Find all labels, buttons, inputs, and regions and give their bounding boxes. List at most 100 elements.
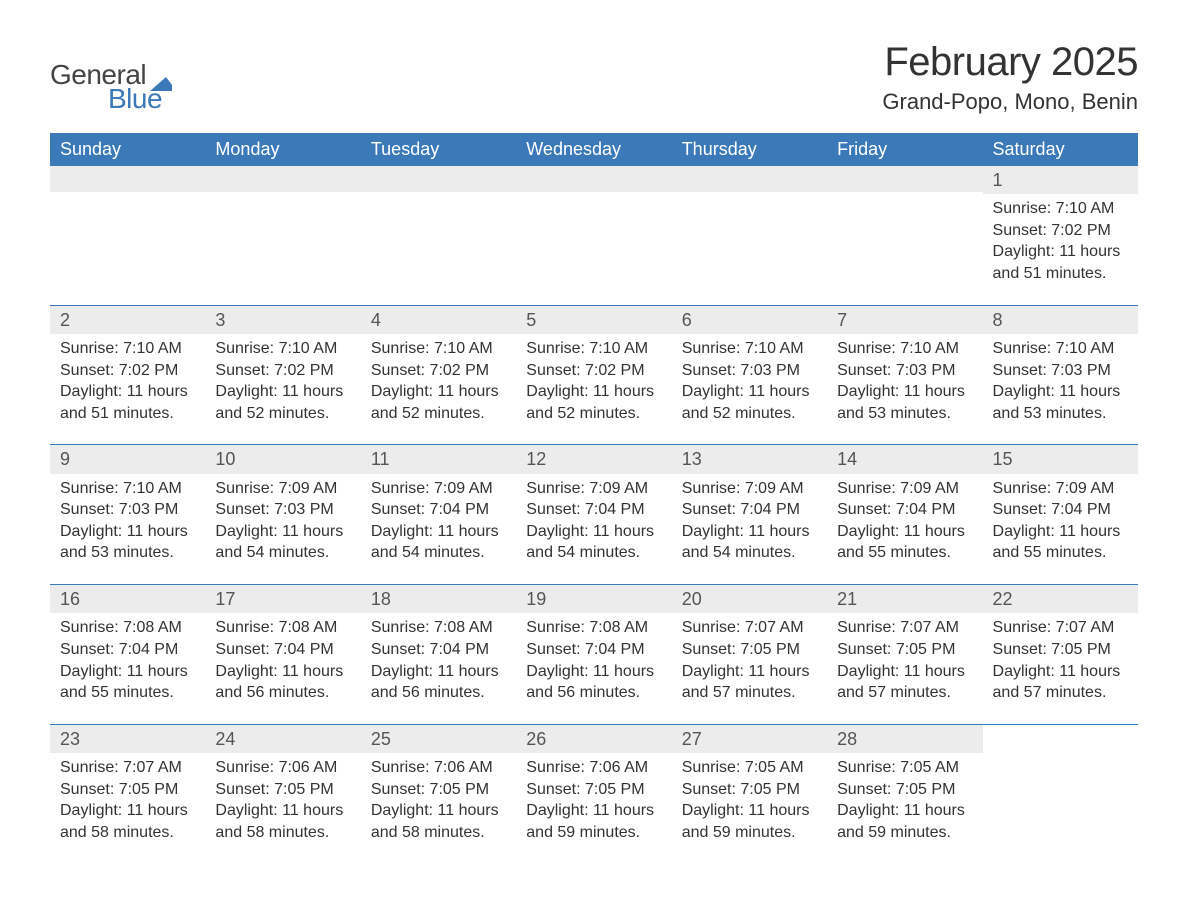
daylight-line: and 58 minutes. bbox=[371, 822, 506, 844]
sunset-line: Sunset: 7:05 PM bbox=[682, 779, 817, 801]
daylight-line: and 52 minutes. bbox=[682, 403, 817, 425]
sunrise-line: Sunrise: 7:08 AM bbox=[526, 617, 661, 639]
sunset-line: Sunset: 7:03 PM bbox=[682, 360, 817, 382]
sunset-line: Sunset: 7:04 PM bbox=[371, 499, 506, 521]
sunrise-line: Sunrise: 7:06 AM bbox=[526, 757, 661, 779]
sunset-line: Sunset: 7:04 PM bbox=[215, 639, 350, 661]
sunrise-line: Sunrise: 7:08 AM bbox=[371, 617, 506, 639]
day-number: 9 bbox=[50, 445, 205, 473]
daylight-line: Daylight: 11 hours bbox=[60, 521, 195, 543]
sunset-line: Sunset: 7:03 PM bbox=[837, 360, 972, 382]
daylight-line: Daylight: 11 hours bbox=[993, 241, 1128, 263]
daylight-line: and 54 minutes. bbox=[682, 542, 817, 564]
day-body: Sunrise: 7:07 AMSunset: 7:05 PMDaylight:… bbox=[827, 617, 982, 703]
daylight-line: and 56 minutes. bbox=[371, 682, 506, 704]
daylight-line: and 55 minutes. bbox=[993, 542, 1128, 564]
weekday-header-row: Sunday Monday Tuesday Wednesday Thursday… bbox=[50, 133, 1138, 166]
day-cell: 28Sunrise: 7:05 AMSunset: 7:05 PMDayligh… bbox=[827, 724, 982, 863]
day-body: Sunrise: 7:10 AMSunset: 7:02 PMDaylight:… bbox=[516, 338, 671, 424]
daylight-line: and 54 minutes. bbox=[371, 542, 506, 564]
day-body: Sunrise: 7:09 AMSunset: 7:03 PMDaylight:… bbox=[205, 478, 360, 564]
daylight-line: Daylight: 11 hours bbox=[371, 381, 506, 403]
sunset-line: Sunset: 7:03 PM bbox=[215, 499, 350, 521]
day-cell bbox=[50, 166, 205, 305]
daylight-line: and 53 minutes. bbox=[837, 403, 972, 425]
daylight-line: and 59 minutes. bbox=[837, 822, 972, 844]
day-body: Sunrise: 7:10 AMSunset: 7:03 PMDaylight:… bbox=[827, 338, 982, 424]
day-cell bbox=[672, 166, 827, 305]
col-monday: Monday bbox=[205, 133, 360, 166]
sunset-line: Sunset: 7:04 PM bbox=[526, 639, 661, 661]
daylight-line: and 54 minutes. bbox=[526, 542, 661, 564]
daylight-line: Daylight: 11 hours bbox=[371, 800, 506, 822]
sunrise-line: Sunrise: 7:09 AM bbox=[682, 478, 817, 500]
day-cell: 24Sunrise: 7:06 AMSunset: 7:05 PMDayligh… bbox=[205, 724, 360, 863]
day-number: 12 bbox=[516, 445, 671, 473]
sunrise-line: Sunrise: 7:10 AM bbox=[215, 338, 350, 360]
week-row: 16Sunrise: 7:08 AMSunset: 7:04 PMDayligh… bbox=[50, 585, 1138, 725]
sunrise-line: Sunrise: 7:07 AM bbox=[837, 617, 972, 639]
day-cell: 10 Sunrise: 7:09 AMSunset: 7:03 PMDayligh… bbox=[205, 445, 360, 585]
day-body: Sunrise: 7:10 AMSunset: 7:02 PMDaylight:… bbox=[50, 338, 205, 424]
sunset-line: Sunset: 7:04 PM bbox=[60, 639, 195, 661]
day-body: Sunrise: 7:05 AMSunset: 7:05 PMDaylight:… bbox=[672, 757, 827, 843]
day-cell: 13Sunrise: 7:09 AMSunset: 7:04 PMDayligh… bbox=[672, 445, 827, 585]
daylight-line: and 53 minutes. bbox=[60, 542, 195, 564]
day-number: 1 bbox=[983, 166, 1138, 194]
sunset-line: Sunset: 7:04 PM bbox=[682, 499, 817, 521]
week-row: 1Sunrise: 7:10 AMSunset: 7:02 PMDaylight… bbox=[50, 166, 1138, 305]
daylight-line: and 52 minutes. bbox=[215, 403, 350, 425]
day-cell bbox=[361, 166, 516, 305]
week-row: 2Sunrise: 7:10 AMSunset: 7:02 PMDaylight… bbox=[50, 305, 1138, 445]
sunset-line: Sunset: 7:04 PM bbox=[993, 499, 1128, 521]
day-cell: 21Sunrise: 7:07 AMSunset: 7:05 PMDayligh… bbox=[827, 585, 982, 725]
daylight-line: and 59 minutes. bbox=[526, 822, 661, 844]
sunrise-line: Sunrise: 7:06 AM bbox=[371, 757, 506, 779]
calendar-table: Sunday Monday Tuesday Wednesday Thursday… bbox=[50, 133, 1138, 863]
sunrise-line: Sunrise: 7:10 AM bbox=[837, 338, 972, 360]
daylight-line: Daylight: 11 hours bbox=[526, 800, 661, 822]
day-cell: 3Sunrise: 7:10 AMSunset: 7:02 PMDaylight… bbox=[205, 305, 360, 445]
day-cell: 12Sunrise: 7:09 AMSunset: 7:04 PMDayligh… bbox=[516, 445, 671, 585]
day-cell: 15Sunrise: 7:09 AMSunset: 7:04 PMDayligh… bbox=[983, 445, 1138, 585]
sunset-line: Sunset: 7:02 PM bbox=[526, 360, 661, 382]
day-number: 26 bbox=[516, 725, 671, 753]
sunrise-line: Sunrise: 7:09 AM bbox=[371, 478, 506, 500]
col-thursday: Thursday bbox=[672, 133, 827, 166]
sunset-line: Sunset: 7:02 PM bbox=[371, 360, 506, 382]
col-tuesday: Tuesday bbox=[361, 133, 516, 166]
day-cell: 8Sunrise: 7:10 AMSunset: 7:03 PMDaylight… bbox=[983, 305, 1138, 445]
daylight-line: Daylight: 11 hours bbox=[682, 521, 817, 543]
sunrise-line: Sunrise: 7:07 AM bbox=[682, 617, 817, 639]
daylight-line: and 58 minutes. bbox=[60, 822, 195, 844]
daylight-line: Daylight: 11 hours bbox=[682, 661, 817, 683]
day-cell: 22Sunrise: 7:07 AMSunset: 7:05 PMDayligh… bbox=[983, 585, 1138, 725]
day-body: Sunrise: 7:07 AMSunset: 7:05 PMDaylight:… bbox=[983, 617, 1138, 703]
sunset-line: Sunset: 7:04 PM bbox=[371, 639, 506, 661]
empty-day-header bbox=[672, 166, 827, 192]
sunrise-line: Sunrise: 7:08 AM bbox=[215, 617, 350, 639]
daylight-line: Daylight: 11 hours bbox=[993, 661, 1128, 683]
day-cell bbox=[827, 166, 982, 305]
day-number: 28 bbox=[827, 725, 982, 753]
daylight-line: Daylight: 11 hours bbox=[60, 800, 195, 822]
day-body: Sunrise: 7:10 AMSunset: 7:02 PMDaylight:… bbox=[205, 338, 360, 424]
sunset-line: Sunset: 7:03 PM bbox=[60, 499, 195, 521]
day-body: Sunrise: 7:06 AMSunset: 7:05 PMDaylight:… bbox=[205, 757, 360, 843]
sunset-line: Sunset: 7:05 PM bbox=[682, 639, 817, 661]
day-body: Sunrise: 7:08 AMSunset: 7:04 PMDaylight:… bbox=[50, 617, 205, 703]
brand-logo: General Blue bbox=[50, 59, 172, 115]
day-number: 10 bbox=[205, 445, 360, 473]
day-cell: 17Sunrise: 7:08 AMSunset: 7:04 PMDayligh… bbox=[205, 585, 360, 725]
day-number: 17 bbox=[205, 585, 360, 613]
location: Grand-Popo, Mono, Benin bbox=[882, 89, 1138, 115]
sunset-line: Sunset: 7:05 PM bbox=[371, 779, 506, 801]
empty-day-header bbox=[361, 166, 516, 192]
day-cell: 1Sunrise: 7:10 AMSunset: 7:02 PMDaylight… bbox=[983, 166, 1138, 305]
sunset-line: Sunset: 7:04 PM bbox=[526, 499, 661, 521]
day-body: Sunrise: 7:09 AMSunset: 7:04 PMDaylight:… bbox=[672, 478, 827, 564]
day-number: 19 bbox=[516, 585, 671, 613]
sunrise-line: Sunrise: 7:09 AM bbox=[993, 478, 1128, 500]
day-body: Sunrise: 7:07 AMSunset: 7:05 PMDaylight:… bbox=[672, 617, 827, 703]
daylight-line: Daylight: 11 hours bbox=[60, 381, 195, 403]
